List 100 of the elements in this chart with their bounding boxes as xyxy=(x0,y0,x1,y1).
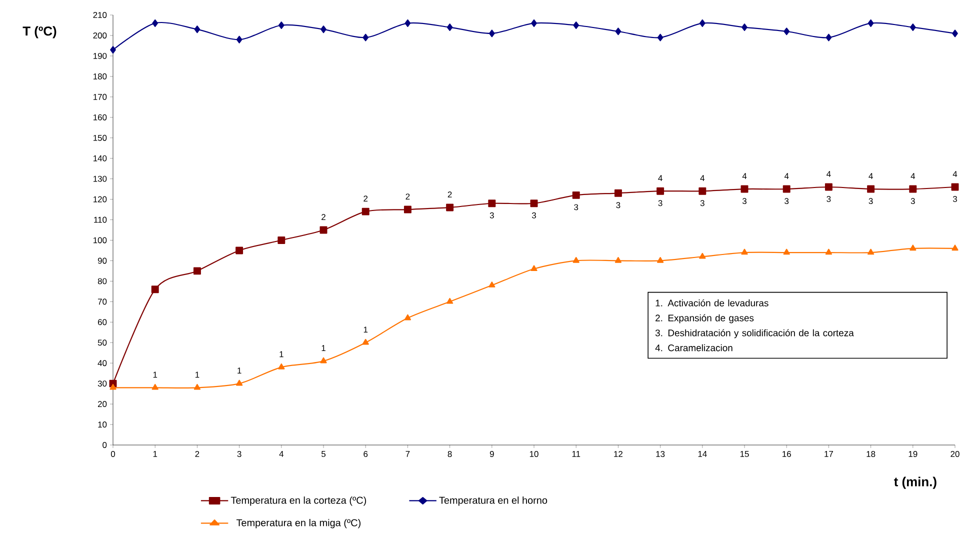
annotation: 4 xyxy=(952,171,958,177)
point xyxy=(446,204,454,212)
point xyxy=(278,236,286,244)
point xyxy=(615,28,622,36)
point xyxy=(741,248,748,255)
point xyxy=(699,252,706,259)
annotation: 1 xyxy=(364,326,368,333)
annotation: 2. Expansión de gases xyxy=(656,314,754,324)
point xyxy=(362,338,369,345)
point xyxy=(446,298,454,304)
x-tick-label: 19 xyxy=(908,451,918,458)
y-tick-label: 80 xyxy=(98,278,107,284)
point xyxy=(868,19,874,27)
point xyxy=(152,19,158,27)
point xyxy=(825,248,832,255)
point xyxy=(404,19,411,27)
point xyxy=(784,28,790,36)
annotation: 3 xyxy=(910,198,915,204)
point xyxy=(530,265,538,272)
point xyxy=(910,24,916,32)
x-tick-label: 14 xyxy=(698,451,707,457)
point xyxy=(446,24,453,32)
annotation: 3 xyxy=(700,200,704,206)
y-tick-label: 200 xyxy=(93,32,107,38)
y-tick-label: 100 xyxy=(93,237,107,244)
x-tick-label: 13 xyxy=(656,451,665,458)
x-tick-label: 5 xyxy=(321,451,326,457)
y-tick-label: 170 xyxy=(93,94,107,100)
annotation: 3 xyxy=(784,198,789,204)
x-tick-label: 20 xyxy=(950,451,960,458)
annotation: 3 xyxy=(658,200,662,206)
annotation: 3 xyxy=(616,202,620,208)
x-tick-label: 8 xyxy=(448,451,452,458)
point xyxy=(236,246,244,254)
point xyxy=(740,185,748,193)
annotation: 3 xyxy=(490,212,494,218)
x-tick-label: 4 xyxy=(279,451,284,457)
y-tick-label: 140 xyxy=(93,155,107,162)
point xyxy=(951,183,959,191)
point xyxy=(656,256,664,263)
y-tick-label: 70 xyxy=(98,298,107,305)
x-tick-label: 10 xyxy=(530,451,538,458)
annotation: 1 xyxy=(153,372,158,378)
legend-label: Temperatura en el horno xyxy=(439,496,548,506)
annotation: 3 xyxy=(574,204,578,210)
y-tick-label: 20 xyxy=(98,401,107,408)
point xyxy=(742,24,748,32)
x-tick-label: 2 xyxy=(195,451,200,457)
y-axis-title: T (ºC) xyxy=(22,26,56,38)
point xyxy=(657,34,664,42)
x-tick-label: 15 xyxy=(740,451,749,457)
annotation: 3 xyxy=(742,198,746,204)
point xyxy=(236,380,243,386)
point xyxy=(952,30,958,38)
point xyxy=(699,19,706,27)
point xyxy=(488,282,496,288)
point xyxy=(488,30,495,38)
annotation: 4 xyxy=(700,175,705,182)
y-tick-label: 110 xyxy=(94,216,107,223)
x-tick-label: 18 xyxy=(866,451,876,458)
point xyxy=(572,256,580,263)
y-tick-label: 150 xyxy=(93,134,107,141)
point xyxy=(530,200,538,208)
y-tick-label: 130 xyxy=(93,176,107,182)
annotation: 3. Deshidratación y solidificación de la corteza xyxy=(655,329,854,338)
annotation: 2 xyxy=(322,214,326,220)
point xyxy=(614,189,622,197)
point xyxy=(404,314,412,320)
y-tick-label: 190 xyxy=(93,52,107,59)
y-tick-label: 180 xyxy=(93,73,107,80)
point xyxy=(909,185,917,193)
point xyxy=(236,36,242,44)
y-tick-label: 0 xyxy=(102,442,107,448)
point xyxy=(320,226,328,234)
point xyxy=(151,286,159,294)
annotation: 2 xyxy=(364,196,368,202)
point xyxy=(362,34,369,42)
point xyxy=(152,384,158,390)
x-tick-label: 3 xyxy=(237,451,242,458)
annotation: 4 xyxy=(784,173,789,179)
x-tick-label: 12 xyxy=(614,451,622,457)
point xyxy=(783,248,790,255)
y-tick-label: 50 xyxy=(98,340,107,346)
y-tick-label: 210 xyxy=(93,12,107,18)
point xyxy=(194,26,200,34)
point xyxy=(362,208,370,216)
x-tick-label: 16 xyxy=(782,451,791,458)
point xyxy=(782,185,790,193)
point xyxy=(868,248,874,255)
annotation: 4 xyxy=(910,173,916,179)
x-tick-label: 9 xyxy=(490,451,494,458)
y-tick-label: 40 xyxy=(98,360,107,366)
point xyxy=(614,256,622,263)
point xyxy=(573,21,580,29)
point xyxy=(110,46,116,54)
annotation: 4. Caramelizacion xyxy=(655,344,732,352)
x-tick-label: 1 xyxy=(153,451,158,457)
annotation: 1 xyxy=(322,345,326,351)
point xyxy=(194,384,201,390)
annotation: 3 xyxy=(532,212,536,218)
